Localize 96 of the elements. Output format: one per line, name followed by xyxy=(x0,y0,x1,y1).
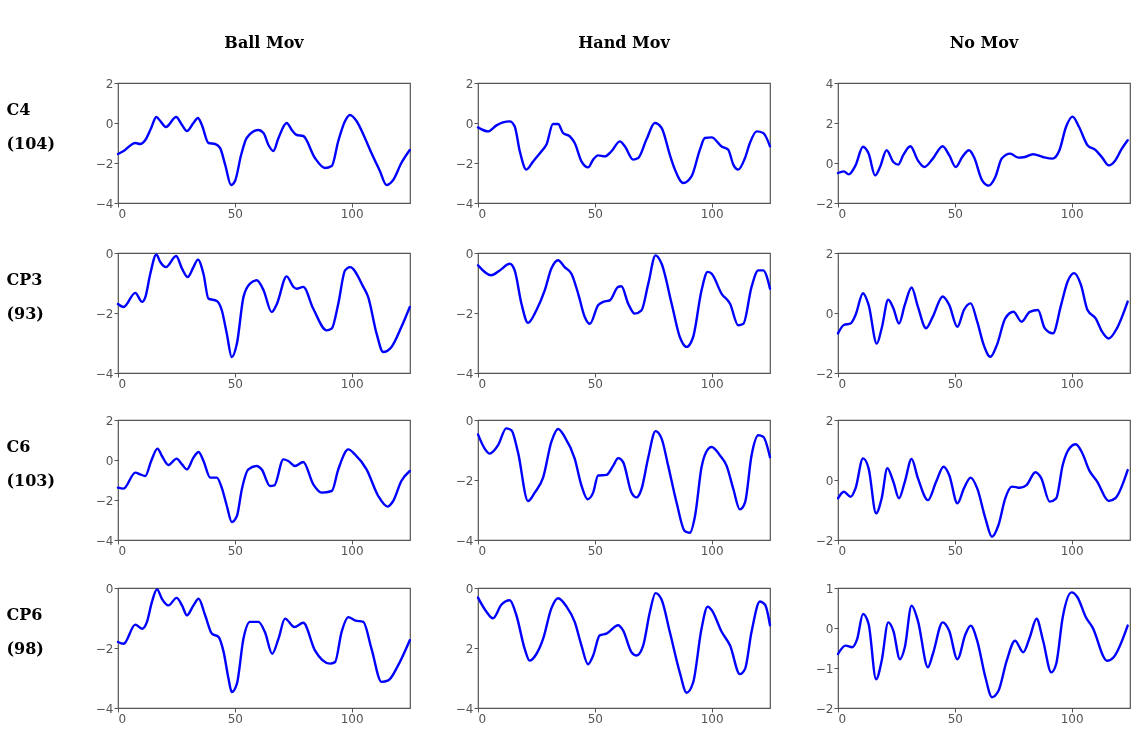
y-tick-label: 2 xyxy=(105,76,114,91)
x-tick-label: 0 xyxy=(838,543,847,558)
y-tick-label: 2 xyxy=(105,413,114,428)
chart-title: No Mov xyxy=(949,33,1019,52)
x-tick-label: 100 xyxy=(340,376,364,391)
y-tick-label: −2 xyxy=(95,493,114,508)
line-series xyxy=(476,591,772,694)
line-series xyxy=(836,271,1129,358)
y-tick-label: 0 xyxy=(105,453,114,468)
x-tick-label: 50 xyxy=(947,376,963,391)
line-series xyxy=(476,120,772,185)
x-tick-label: 50 xyxy=(587,206,603,221)
x-tick-label: 0 xyxy=(118,711,127,726)
x-tick-label: 100 xyxy=(340,206,364,221)
x-tick-label: 100 xyxy=(1060,376,1084,391)
x-tick-label: 0 xyxy=(478,206,487,221)
y-tick-label: 0 xyxy=(105,116,114,131)
y-tick-label: 0 xyxy=(465,116,474,131)
x-tick-label: 100 xyxy=(700,543,724,558)
x-tick-label: 0 xyxy=(118,206,127,221)
y-tick-label: 0 xyxy=(105,581,114,596)
y-tick-label: −2 xyxy=(95,641,114,656)
x-tick-label: 100 xyxy=(700,206,724,221)
x-tick-label: 100 xyxy=(700,376,724,391)
x-tick-label: 50 xyxy=(587,376,603,391)
y-tick-label: −1 xyxy=(815,661,834,676)
x-tick-label: 0 xyxy=(118,543,127,558)
line-series xyxy=(116,113,411,187)
x-tick-label: 100 xyxy=(1060,206,1084,221)
x-tick-label: 50 xyxy=(947,206,963,221)
y-tick-label: 0 xyxy=(105,246,114,261)
y-tick-label: 0 xyxy=(465,413,474,428)
y-tick-label: 4 xyxy=(825,76,834,91)
y-tick-label: −4 xyxy=(455,533,474,548)
line-series xyxy=(836,115,1129,187)
y-tick-label: −2 xyxy=(95,306,114,321)
x-tick-label: 50 xyxy=(947,543,963,558)
x-tick-label: 0 xyxy=(118,376,127,391)
y-tick-label: −4 xyxy=(95,701,114,716)
line-series xyxy=(116,253,411,359)
line-series xyxy=(476,427,772,534)
line-series xyxy=(116,588,411,694)
y-axis-title: C6 (103) xyxy=(6,436,56,490)
x-tick-label: 50 xyxy=(587,543,603,558)
x-tick-label: 100 xyxy=(340,543,364,558)
line-series xyxy=(836,443,1129,538)
y-tick-label: −2 xyxy=(455,306,474,321)
line-series xyxy=(836,591,1129,699)
x-tick-label: 50 xyxy=(227,376,243,391)
y-tick-label: −2 xyxy=(815,701,834,716)
y-tick-label: 0 xyxy=(825,306,834,321)
x-tick-label: 100 xyxy=(340,711,364,726)
y-tick-label: −4 xyxy=(455,196,474,211)
x-tick-label: 0 xyxy=(838,711,847,726)
x-tick-label: 100 xyxy=(700,711,724,726)
y-tick-label: −4 xyxy=(95,366,114,381)
y-tick-label: −2 xyxy=(95,156,114,171)
y-tick-label: −4 xyxy=(95,196,114,211)
y-axis-title: CP6 (98) xyxy=(6,604,44,658)
y-tick-label: −2 xyxy=(815,196,834,211)
y-tick-label: 0 xyxy=(825,156,834,171)
y-axis-title: CP3 (93) xyxy=(6,269,44,323)
x-tick-label: 50 xyxy=(587,711,603,726)
y-tick-label: −2 xyxy=(815,533,834,548)
x-tick-label: 0 xyxy=(478,711,487,726)
x-tick-label: 0 xyxy=(478,543,487,558)
line-series xyxy=(476,254,772,349)
chart-title: Ball Mov xyxy=(224,33,305,52)
y-tick-label: −2 xyxy=(455,473,474,488)
y-tick-label: −4 xyxy=(455,366,474,381)
x-tick-label: 0 xyxy=(838,206,847,221)
y-tick-label: 2 xyxy=(465,76,474,91)
y-tick-label: −4 xyxy=(95,533,114,548)
x-tick-label: 0 xyxy=(478,376,487,391)
line-series xyxy=(116,447,411,524)
x-tick-label: 50 xyxy=(227,206,243,221)
y-tick-label: 2 xyxy=(825,246,834,261)
y-tick-label: 0 xyxy=(465,581,474,596)
y-tick-label: 2 xyxy=(825,116,834,131)
y-tick-label: 0 xyxy=(825,621,834,636)
y-axis-title: C4 (104) xyxy=(6,99,56,153)
x-tick-label: 0 xyxy=(838,376,847,391)
y-tick-label: 0 xyxy=(465,246,474,261)
y-tick-label: −2 xyxy=(815,366,834,381)
y-tick-label: −4 xyxy=(455,701,474,716)
x-tick-label: 50 xyxy=(947,711,963,726)
chart-title: Hand Mov xyxy=(578,33,671,52)
x-tick-label: 100 xyxy=(1060,711,1084,726)
y-tick-label: 2 xyxy=(825,413,834,428)
x-tick-label: 50 xyxy=(227,711,243,726)
y-tick-label: 0 xyxy=(825,473,834,488)
y-tick-label: 2 xyxy=(465,641,474,656)
y-tick-label: −2 xyxy=(455,156,474,171)
y-tick-label: 1 xyxy=(825,581,834,596)
x-tick-label: 100 xyxy=(1060,543,1084,558)
x-tick-label: 50 xyxy=(227,543,243,558)
